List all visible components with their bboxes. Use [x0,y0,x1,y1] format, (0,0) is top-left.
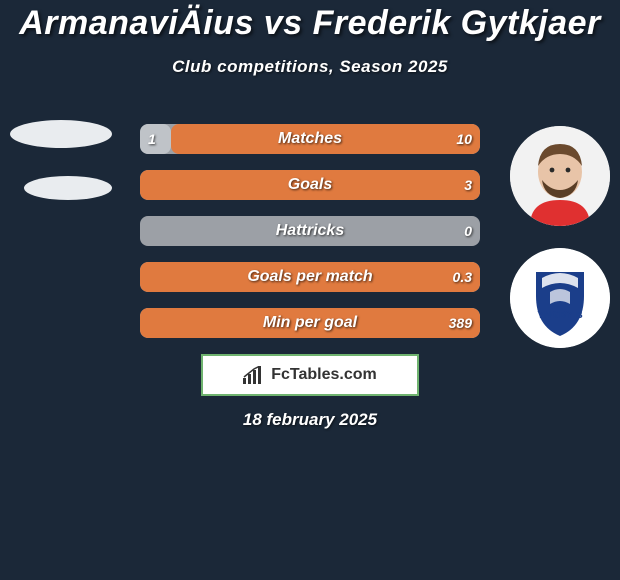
title-block: ArmanaviÄius vs Frederik Gytkjaer Club c… [0,4,620,77]
chart-icon [243,366,265,384]
bar-label: Goals per match [140,262,480,292]
player-avatar-placeholder [24,176,112,200]
bar-label: Min per goal [140,308,480,338]
stat-bar-row: Matches1 10 [140,124,480,154]
stat-bars: Matches1 10 Goals3 Hattricks0 Goals per matc… [140,124,480,354]
svg-text:YNGBY B: YNGBY B [537,310,582,321]
bar-label: Hattricks [140,216,480,246]
bar-right-value: 10 [448,124,480,154]
date-text: 18 february 2025 [0,410,620,430]
title-main: ArmanaviÄius vs Frederik Gytkjaer [0,4,620,43]
face-icon [510,126,610,226]
bar-right-value: 0.3 [445,262,480,292]
stat-bar-row: Goals per match0.3 [140,262,480,292]
bar-left-value: 1 [140,124,164,154]
bar-label: Matches [140,124,480,154]
player-avatar-placeholder [10,120,112,148]
stat-bar-row: Hattricks0 [140,216,480,246]
right-player-avatars: YNGBY B [510,126,610,370]
infographic-canvas: ArmanaviÄius vs Frederik Gytkjaer Club c… [0,0,620,580]
player-photo [510,126,610,226]
brand-box: FcTables.com [201,354,419,396]
club-badge-icon: YNGBY B [510,248,610,348]
bar-right-value: 0 [456,216,480,246]
bar-label: Goals [140,170,480,200]
bar-right-value: 389 [441,308,480,338]
left-player-avatars [10,120,112,228]
bar-right-value: 3 [456,170,480,200]
club-badge: YNGBY B [510,248,610,348]
stat-bar-row: Min per goal389 [140,308,480,338]
stat-bar-row: Goals3 [140,170,480,200]
brand-text: FcTables.com [271,366,377,384]
title-sub: Club competitions, Season 2025 [0,57,620,77]
